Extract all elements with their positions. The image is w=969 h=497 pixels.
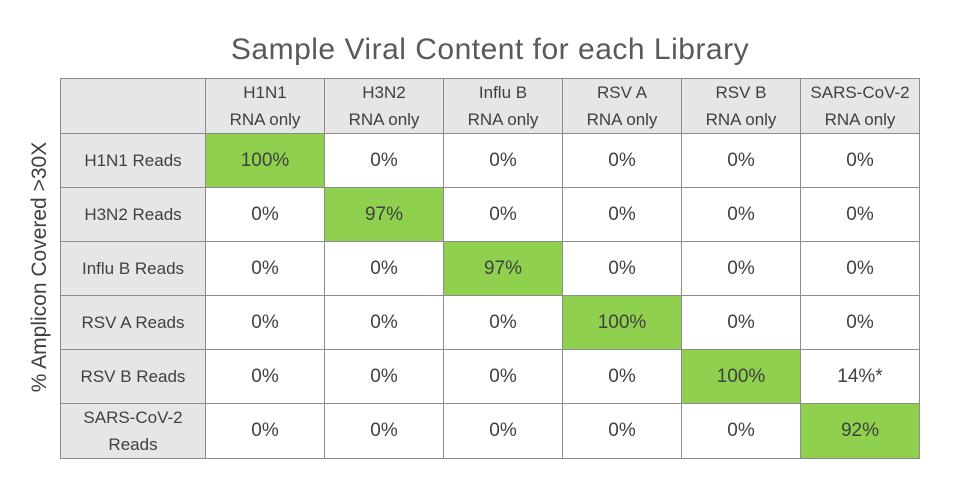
table-cell: 0% bbox=[205, 403, 325, 459]
table-cell: 0% bbox=[205, 241, 325, 296]
table-cell: 0% bbox=[205, 295, 325, 350]
table-cell-highlighted: 97% bbox=[324, 187, 444, 242]
table-cell: 0% bbox=[443, 133, 563, 188]
table-cell: 0% bbox=[443, 187, 563, 242]
table-row: RSV A Reads 0% 0% 0% 100% 0% 0% bbox=[60, 295, 920, 350]
column-header-sars-cov-2: SARS-CoV-2 RNA only bbox=[800, 78, 920, 134]
table-cell-highlighted: 92% bbox=[800, 403, 920, 459]
table-cell: 0% bbox=[562, 403, 682, 459]
table-row: Influ B Reads 0% 0% 97% 0% 0% 0% bbox=[60, 241, 920, 296]
table-cell: 0% bbox=[800, 133, 920, 188]
table-cell: 0% bbox=[681, 295, 801, 350]
table-cell: 0% bbox=[324, 349, 444, 404]
table-cell: 0% bbox=[681, 403, 801, 459]
column-header-line: Influ B bbox=[478, 83, 528, 102]
table-cell: 0% bbox=[800, 187, 920, 242]
table-cell: 0% bbox=[205, 349, 325, 404]
table-cell: 0% bbox=[562, 187, 682, 242]
row-header-influ-b-reads: Influ B Reads bbox=[60, 241, 206, 296]
table-cell: 0% bbox=[681, 133, 801, 188]
column-header-line: H3N2 bbox=[362, 83, 406, 102]
table-cell: 0% bbox=[324, 133, 444, 188]
header-row: H1N1 RNA only H3N2 RNA only Influ B RNA onl… bbox=[60, 78, 920, 134]
y-axis-label-container: % Amplicon Covered >30X bbox=[22, 78, 58, 456]
table-cell: 0% bbox=[324, 295, 444, 350]
row-header-rsv-b-reads: RSV B Reads bbox=[60, 349, 206, 404]
column-header-line: RNA only bbox=[586, 110, 658, 129]
row-header-line: H3N2 Reads bbox=[84, 205, 182, 224]
viral-content-table: H1N1 RNA only H3N2 RNA only Influ B RNA onl… bbox=[60, 78, 920, 459]
table-cell: 0% bbox=[562, 133, 682, 188]
row-header-line: Influ B Reads bbox=[81, 259, 185, 278]
column-header-h1n1: H1N1 RNA only bbox=[205, 78, 325, 134]
table-cell: 0% bbox=[800, 295, 920, 350]
table-cell: 0% bbox=[324, 403, 444, 459]
column-header-line: H1N1 bbox=[243, 83, 287, 102]
table-cell-highlighted: 100% bbox=[205, 133, 325, 188]
table-row: H1N1 Reads 100% 0% 0% 0% 0% 0% bbox=[60, 133, 920, 188]
column-header-line: RNA only bbox=[348, 110, 420, 129]
row-header-line: H1N1 Reads bbox=[84, 151, 182, 170]
chart-title: Sample Viral Content for each Library bbox=[230, 33, 750, 66]
row-header-line: RSV A Reads bbox=[81, 313, 185, 332]
column-header-h3n2: H3N2 RNA only bbox=[324, 78, 444, 134]
table-cell: 0% bbox=[562, 349, 682, 404]
table-row: RSV B Reads 0% 0% 0% 0% 100% 14%* bbox=[60, 349, 920, 404]
table-cell-highlighted: 100% bbox=[681, 349, 801, 404]
row-header-h1n1-reads: H1N1 Reads bbox=[60, 133, 206, 188]
table-cell: 0% bbox=[800, 241, 920, 296]
column-header-line: RNA only bbox=[705, 110, 777, 129]
table-cell: 14%* bbox=[800, 349, 920, 404]
y-axis-label: % Amplicon Covered >30X bbox=[28, 141, 51, 393]
table-cell-highlighted: 100% bbox=[562, 295, 682, 350]
column-header-line: SARS-CoV-2 bbox=[810, 83, 910, 102]
table-cell: 0% bbox=[324, 241, 444, 296]
table-cell: 0% bbox=[443, 349, 563, 404]
row-header-sars-cov-2-reads: SARS-CoV-2 Reads bbox=[60, 403, 206, 459]
row-header-line: RSV B Reads bbox=[80, 367, 186, 386]
table-cell: 0% bbox=[443, 403, 563, 459]
table-cell: 0% bbox=[205, 187, 325, 242]
table-cell: 0% bbox=[681, 241, 801, 296]
column-header-line: RNA only bbox=[229, 110, 301, 129]
column-header-line: RNA only bbox=[824, 110, 896, 129]
table-cell: 0% bbox=[443, 295, 563, 350]
row-header-rsv-a-reads: RSV A Reads bbox=[60, 295, 206, 350]
table-row: SARS-CoV-2 Reads 0% 0% 0% 0% 0% 92% bbox=[60, 403, 920, 459]
row-header-line: SARS-CoV-2 bbox=[83, 408, 183, 427]
row-header-line: Reads bbox=[108, 435, 158, 454]
column-header-line: RNA only bbox=[467, 110, 539, 129]
table-cell: 0% bbox=[562, 241, 682, 296]
column-header-influ-b: Influ B RNA only bbox=[443, 78, 563, 134]
column-header-rsv-a: RSV A RNA only bbox=[562, 78, 682, 134]
row-header-h3n2-reads: H3N2 Reads bbox=[60, 187, 206, 242]
corner-cell bbox=[60, 78, 206, 134]
column-header-line: RSV A bbox=[596, 83, 648, 102]
column-header-line: RSV B bbox=[715, 83, 767, 102]
table-row: H3N2 Reads 0% 97% 0% 0% 0% 0% bbox=[60, 187, 920, 242]
table-cell: 0% bbox=[681, 187, 801, 242]
column-header-rsv-b: RSV B RNA only bbox=[681, 78, 801, 134]
table-cell-highlighted: 97% bbox=[443, 241, 563, 296]
